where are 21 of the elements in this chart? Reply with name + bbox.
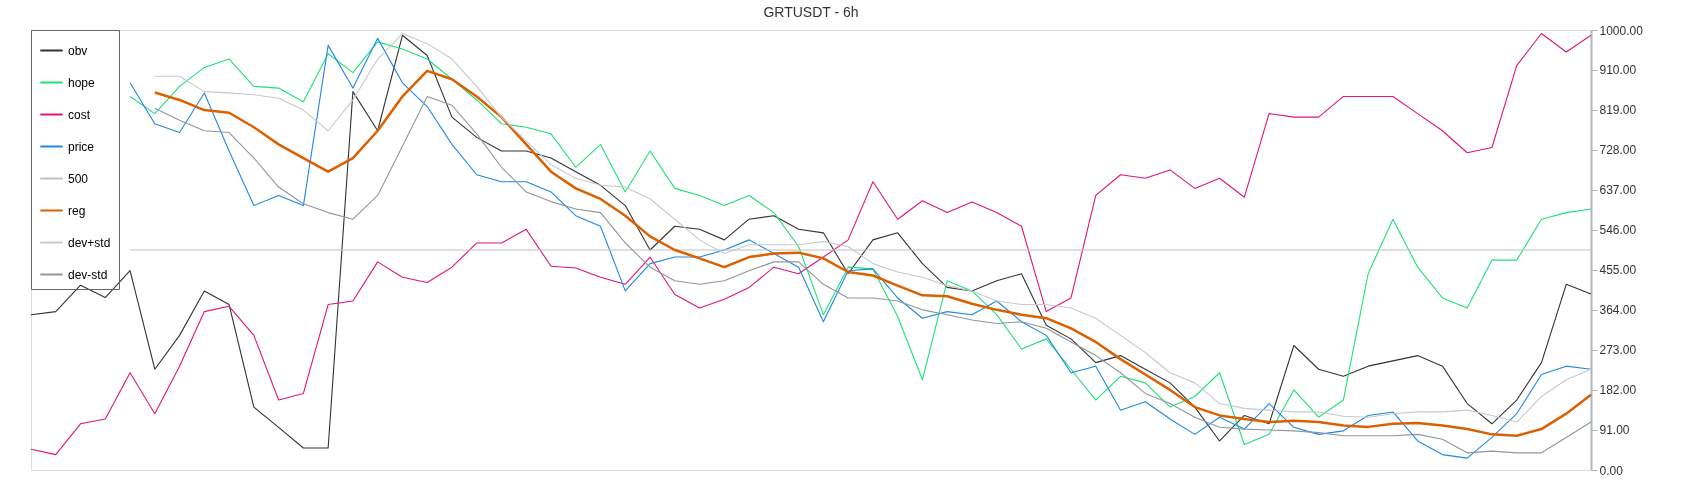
y-tick-label: 455.00 — [1599, 263, 1637, 278]
y-tick-label: 637.00 — [1599, 183, 1637, 198]
legend-label: hope — [68, 75, 96, 90]
legend-label: dev-std — [68, 267, 108, 282]
y-tick-label: 0.00 — [1599, 463, 1624, 478]
y-tick-label: 1000.00 — [1599, 23, 1644, 38]
y-tick-label: 182.00 — [1599, 383, 1637, 398]
legend-label: price — [68, 139, 95, 154]
chart-title: GRTUSDT - 6h — [763, 4, 859, 20]
legend-label: dev+std — [68, 235, 111, 250]
y-tick-label: 819.00 — [1599, 103, 1637, 118]
legend-label: obv — [68, 43, 88, 58]
y-tick-label: 273.00 — [1599, 343, 1637, 358]
y-tick-label: 546.00 — [1599, 223, 1637, 238]
legend-label: 500 — [68, 171, 89, 186]
legend-label: reg — [68, 203, 86, 218]
legend-label: cost — [68, 107, 91, 122]
y-tick-label: 364.00 — [1599, 303, 1637, 318]
y-tick-label: 728.00 — [1599, 143, 1637, 158]
y-tick-label: 91.00 — [1599, 423, 1630, 438]
y-tick-label: 910.00 — [1599, 63, 1637, 78]
